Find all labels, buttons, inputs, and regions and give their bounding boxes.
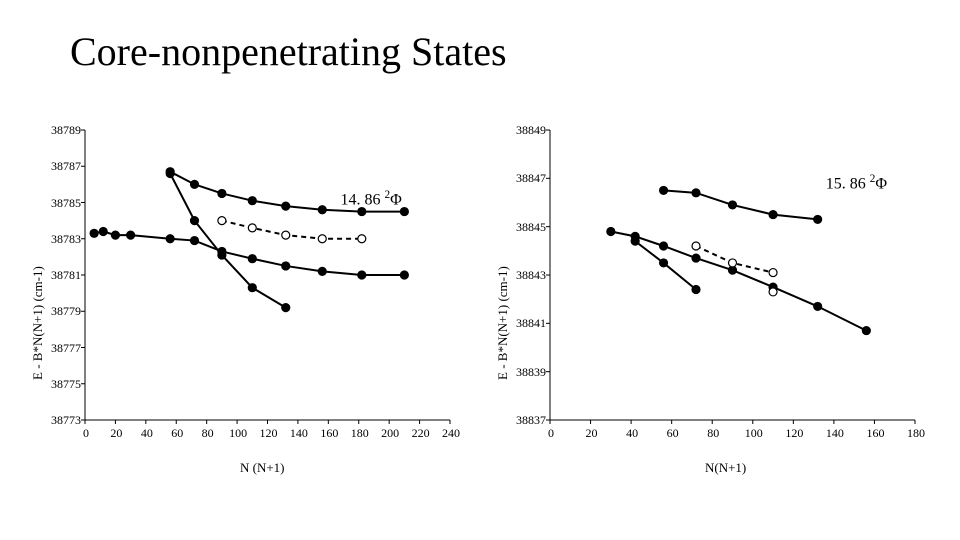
ytick-label: 38787 — [41, 159, 81, 174]
ytick-label: 38843 — [506, 268, 546, 283]
left-ylabel: E - B*N(N+1) (cm-1) — [30, 266, 46, 380]
xtick-label: 160 — [318, 426, 340, 441]
ytick-label: 38839 — [506, 365, 546, 380]
xtick-label: 80 — [702, 426, 724, 441]
ytick-label: 38845 — [506, 220, 546, 235]
xtick-label: 40 — [136, 426, 158, 441]
series-label-greek: Φ — [390, 191, 402, 208]
series-label-greek: Φ — [875, 175, 887, 192]
xtick-label: 180 — [349, 426, 371, 441]
xtick-label: 0 — [75, 426, 97, 441]
xtick-label: 240 — [440, 426, 462, 441]
xtick-label: 220 — [410, 426, 432, 441]
ytick-label: 38779 — [41, 304, 81, 319]
xtick-label: 0 — [540, 426, 562, 441]
ytick-label: 38783 — [41, 232, 81, 247]
ytick-label: 38775 — [41, 377, 81, 392]
xtick-label: 180 — [905, 426, 927, 441]
right-chart: 38837388393884138843388453884738849 0204… — [505, 125, 925, 450]
xtick-label: 60 — [662, 426, 684, 441]
xtick-label: 20 — [105, 426, 127, 441]
ytick-label: 38785 — [41, 196, 81, 211]
left-chart-svg — [40, 125, 460, 445]
series-label-text: 14. 86 — [341, 191, 385, 208]
xtick-label: 120 — [783, 426, 805, 441]
left-chart: 3877338775387773877938781387833878538787… — [40, 125, 460, 450]
xtick-label: 200 — [379, 426, 401, 441]
right-ylabel: E - B*N(N+1) (cm-1) — [495, 266, 511, 380]
xtick-label: 160 — [864, 426, 886, 441]
xtick-label: 20 — [581, 426, 603, 441]
ytick-label: 38847 — [506, 171, 546, 186]
left-series-label: 14. 86 2Φ — [341, 189, 402, 209]
xtick-label: 60 — [166, 426, 188, 441]
xtick-label: 80 — [197, 426, 219, 441]
xtick-label: 40 — [621, 426, 643, 441]
page-title: Core-nonpenetrating States — [70, 28, 507, 75]
right-xlabel: N(N+1) — [705, 460, 746, 476]
xtick-label: 140 — [824, 426, 846, 441]
ytick-label: 38849 — [506, 123, 546, 138]
xtick-label: 100 — [743, 426, 765, 441]
ytick-label: 38841 — [506, 316, 546, 331]
right-series-label: 15. 86 2Φ — [826, 173, 887, 193]
xtick-label: 140 — [288, 426, 310, 441]
ytick-label: 38781 — [41, 268, 81, 283]
ytick-label: 38789 — [41, 123, 81, 138]
xtick-label: 100 — [227, 426, 249, 441]
ytick-label: 38777 — [41, 341, 81, 356]
left-xlabel: N (N+1) — [240, 460, 285, 476]
xtick-label: 120 — [258, 426, 280, 441]
series-label-text: 15. 86 — [826, 175, 870, 192]
